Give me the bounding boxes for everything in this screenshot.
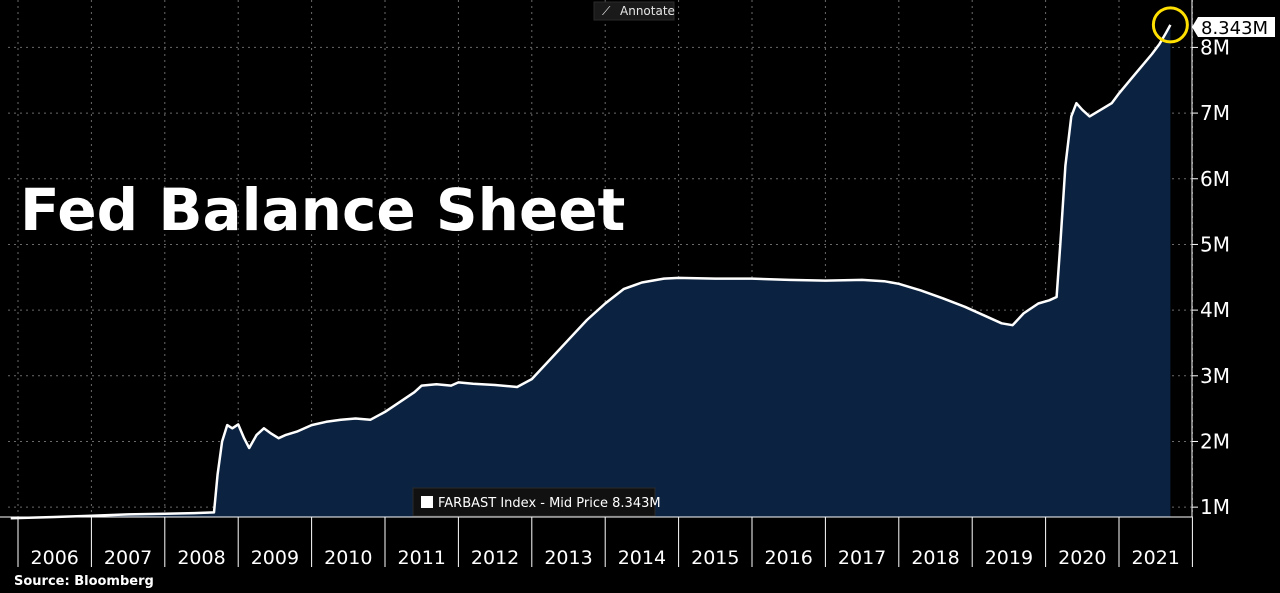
y-tick-label: 3M [1200,364,1230,388]
x-tick-label: 2016 [765,547,813,569]
series-line [10,24,1172,520]
x-tick-label: 2011 [398,547,446,569]
y-axis: 1M 2M 3M 4M 5M 6M 7M 8M [1191,0,1230,519]
legend-label: FARBAST Index - Mid Price 8.343M [438,496,661,511]
y-tick-label: 1M [1200,495,1230,519]
y-tick-label: 4M [1200,298,1230,322]
x-tick-label: 2007 [104,547,152,569]
x-tick-label: 2014 [618,547,666,569]
annotate-button[interactable]: ⟋ Annotate [593,1,675,21]
last-value-label: 8.343M [1201,18,1268,39]
x-tick-label: 2018 [911,547,959,569]
x-tick-label: 2013 [544,547,592,569]
x-tick-label: 2019 [985,547,1033,569]
x-tick-label: 2009 [251,547,299,569]
x-tick-label: 2006 [31,547,79,569]
annotate-icon: ⟋ [602,4,611,18]
x-tick-label: 2017 [838,547,886,569]
x-tick-label: 2015 [691,547,739,569]
last-value-marker: 8.343M [1151,6,1275,44]
x-tick-label: 2020 [1058,547,1106,569]
chart-title: Fed Balance Sheet [20,176,625,244]
x-tick-label: 2012 [471,547,519,569]
area-fill [10,24,1171,519]
y-tick-label: 2M [1200,429,1230,453]
y-tick-label: 8M [1200,35,1230,59]
y-tick-label: 7M [1200,101,1230,125]
source-label: Source: Bloomberg [14,574,154,589]
x-tick-label: 2010 [324,547,372,569]
legend: FARBAST Index - Mid Price 8.343M [412,487,661,517]
legend-swatch [421,496,433,508]
area-series [10,24,1172,520]
x-tick-label: 2021 [1132,547,1180,569]
y-tick-label: 6M [1200,167,1230,191]
x-axis: 2006 2007 2008 2009 2010 2011 2012 2013 2014 2015… [0,516,1193,569]
y-tick-label: 5M [1200,232,1230,256]
annotate-label: Annotate [620,4,675,18]
x-tick-label: 2008 [177,547,225,569]
